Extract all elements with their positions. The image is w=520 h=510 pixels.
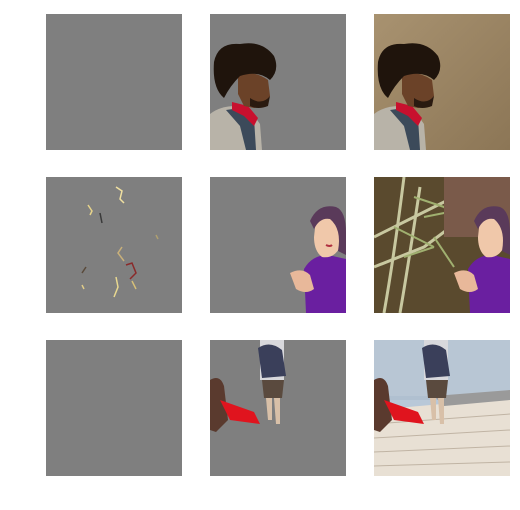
row2-woman-original-photo	[374, 177, 510, 313]
woman-original-figure	[374, 177, 510, 313]
man-cutout-figure	[210, 43, 277, 150]
row1-blank-mask-panel	[46, 14, 182, 150]
row1-man-cutout-panel	[210, 14, 346, 150]
sparse-mask-fragments	[81, 186, 159, 298]
row1-man-original-photo	[374, 14, 510, 150]
row2-woman-cutout-panel	[210, 177, 346, 313]
pier-people-cutout-figure	[210, 340, 286, 432]
man-original-figure	[374, 14, 510, 150]
row2-sparse-mask-panel	[46, 177, 182, 313]
row3-pier-cutout-panel	[210, 340, 346, 476]
pier-original-figure	[374, 340, 510, 476]
row3-pier-original-photo	[374, 340, 510, 476]
woman-cutout-figure	[290, 206, 346, 313]
row3-blank-mask-panel	[46, 340, 182, 476]
